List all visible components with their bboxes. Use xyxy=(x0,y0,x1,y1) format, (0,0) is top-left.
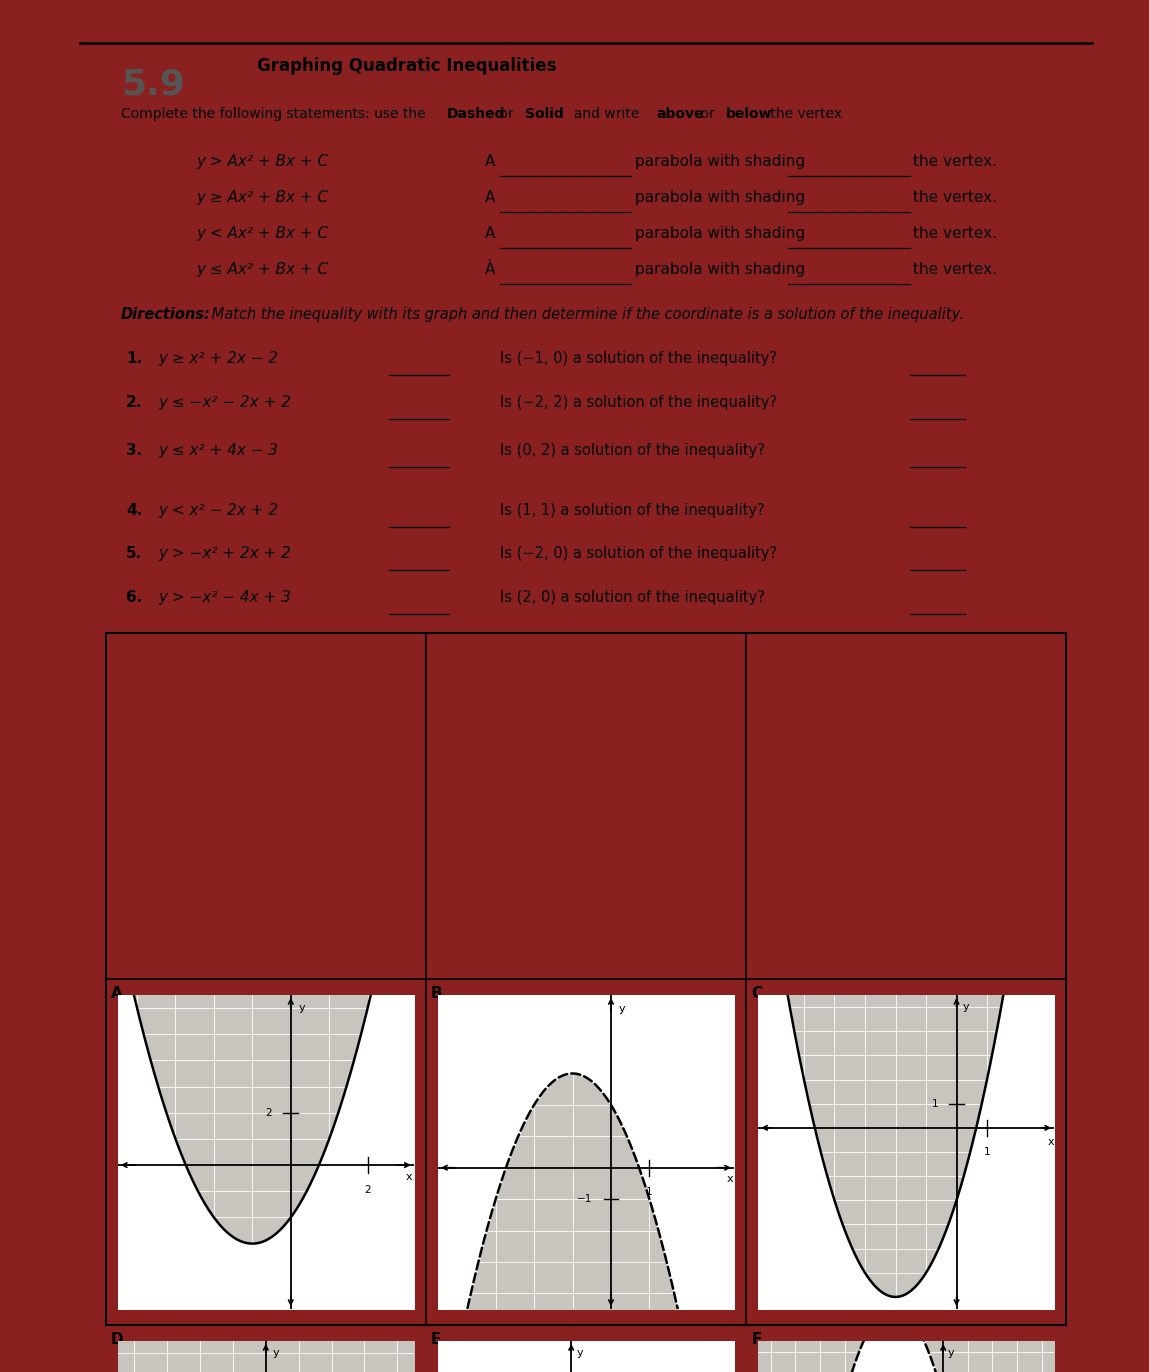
Text: above: above xyxy=(656,107,703,121)
Text: or: or xyxy=(695,107,718,121)
Text: Solid: Solid xyxy=(525,107,564,121)
Text: 6.: 6. xyxy=(126,590,142,605)
Text: y ≥ x² + 2x − 2: y ≥ x² + 2x − 2 xyxy=(159,351,278,366)
Text: 2.: 2. xyxy=(126,395,142,410)
Text: 2: 2 xyxy=(364,1184,371,1195)
Text: Is (−2, 0) a solution of the inequality?: Is (−2, 0) a solution of the inequality? xyxy=(500,546,777,561)
Text: 5.: 5. xyxy=(126,546,142,561)
Text: below: below xyxy=(726,107,772,121)
Text: À: À xyxy=(485,262,495,277)
Text: x: x xyxy=(1048,1137,1055,1147)
Text: 5.9: 5.9 xyxy=(121,67,185,102)
Text: and write: and write xyxy=(565,107,643,121)
Text: 1: 1 xyxy=(646,1187,653,1198)
Text: Is (0, 2) a solution of the inequality?: Is (0, 2) a solution of the inequality? xyxy=(500,443,765,458)
Text: y > −x² + 2x + 2: y > −x² + 2x + 2 xyxy=(159,546,291,561)
Text: or: or xyxy=(495,107,518,121)
Text: Is (2, 0) a solution of the inequality?: Is (2, 0) a solution of the inequality? xyxy=(500,590,765,605)
Text: parabola with shading: parabola with shading xyxy=(634,226,804,240)
Text: 1: 1 xyxy=(932,1099,938,1109)
Text: y: y xyxy=(948,1347,955,1358)
Text: 1: 1 xyxy=(984,1147,990,1158)
Text: y: y xyxy=(618,1004,625,1014)
Text: y: y xyxy=(272,1349,279,1358)
Text: parabola with shading: parabola with shading xyxy=(634,262,804,277)
Text: A.: A. xyxy=(110,985,129,1000)
Text: the vertex.: the vertex. xyxy=(912,262,996,277)
Text: x: x xyxy=(726,1174,733,1184)
Text: A: A xyxy=(485,154,495,169)
Text: E.: E. xyxy=(431,1332,447,1347)
Text: 1.: 1. xyxy=(126,351,142,366)
Text: y > −x² − 4x + 3: y > −x² − 4x + 3 xyxy=(159,590,291,605)
Text: Dashed: Dashed xyxy=(447,107,506,121)
Text: Directions:: Directions: xyxy=(121,307,210,322)
Text: Match the inequality with its graph and then determine if the coordinate is a so: Match the inequality with its graph and … xyxy=(207,307,964,322)
Text: y: y xyxy=(299,1003,306,1013)
Text: parabola with shading: parabola with shading xyxy=(634,154,804,169)
Text: C.: C. xyxy=(751,985,768,1000)
Text: the vertex.: the vertex. xyxy=(912,154,996,169)
Text: 3.: 3. xyxy=(126,443,142,458)
Text: D.: D. xyxy=(110,1332,129,1347)
Text: the vertex.: the vertex. xyxy=(912,189,996,204)
Text: y < Ax² + Bx + C: y < Ax² + Bx + C xyxy=(196,226,329,240)
Text: y: y xyxy=(577,1347,584,1358)
Text: A: A xyxy=(485,226,495,240)
Text: −1: −1 xyxy=(577,1194,593,1205)
Text: y ≥ Ax² + Bx + C: y ≥ Ax² + Bx + C xyxy=(196,189,329,204)
Text: Is (−2, 2) a solution of the inequality?: Is (−2, 2) a solution of the inequality? xyxy=(500,395,777,410)
Text: y < x² − 2x + 2: y < x² − 2x + 2 xyxy=(159,502,278,517)
Text: parabola with shading: parabola with shading xyxy=(634,189,804,204)
Text: the vertex: the vertex xyxy=(766,107,842,121)
Text: y ≤ x² + 4x − 3: y ≤ x² + 4x − 3 xyxy=(159,443,278,458)
Text: Is (1, 1) a solution of the inequality?: Is (1, 1) a solution of the inequality? xyxy=(500,502,765,517)
Text: F.: F. xyxy=(751,1332,765,1347)
Text: y > Ax² + Bx + C: y > Ax² + Bx + C xyxy=(196,154,329,169)
Text: x: x xyxy=(406,1172,412,1181)
Text: B.: B. xyxy=(431,985,448,1000)
Text: the vertex.: the vertex. xyxy=(912,226,996,240)
Text: Graphing Quadratic Inequalities: Graphing Quadratic Inequalities xyxy=(257,56,557,74)
Text: 2: 2 xyxy=(265,1107,272,1118)
Text: y ≤ Ax² + Bx + C: y ≤ Ax² + Bx + C xyxy=(196,262,329,277)
Text: 4.: 4. xyxy=(126,502,142,517)
Text: y ≤ −x² − 2x + 2: y ≤ −x² − 2x + 2 xyxy=(159,395,291,410)
Text: Complete the following statements: use the: Complete the following statements: use t… xyxy=(121,107,430,121)
Text: A: A xyxy=(485,189,495,204)
Text: y: y xyxy=(963,1002,970,1013)
Text: Is (−1, 0) a solution of the inequality?: Is (−1, 0) a solution of the inequality? xyxy=(500,351,777,366)
